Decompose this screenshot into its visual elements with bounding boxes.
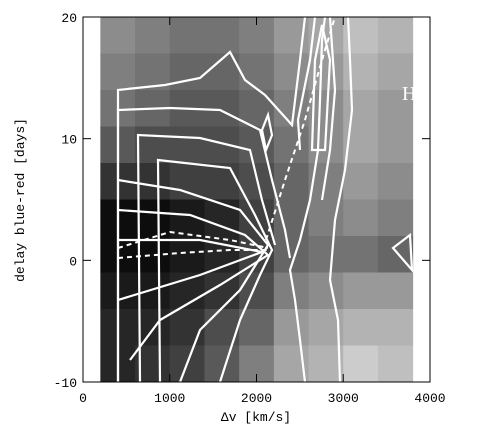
contour	[117, 178, 270, 383]
heatmap-cell	[169, 163, 205, 200]
x-tick-label: 2000	[241, 391, 272, 406]
heatmap-cell	[204, 126, 240, 164]
heatmap-cell	[308, 345, 344, 383]
heatmap-cell	[343, 199, 379, 237]
heatmap-cell	[377, 53, 414, 91]
contour	[116, 106, 292, 382]
heatmap-cell	[169, 309, 205, 346]
heatmap-cell	[343, 53, 379, 91]
heatmap-cell	[135, 199, 171, 237]
heatmap-cell	[100, 17, 136, 54]
y-tick-label: 10	[61, 133, 77, 148]
y-tick-label: 20	[61, 11, 77, 26]
heatmap-cell	[204, 17, 240, 54]
heatmap-cell	[273, 163, 310, 200]
x-tick-label: 4000	[414, 391, 445, 406]
heatmap-cell	[135, 272, 171, 310]
x-tick-label: 0	[79, 391, 87, 406]
heatmap-cell	[377, 236, 414, 273]
heatmap-cell	[343, 236, 379, 273]
heatmap-cell	[100, 53, 136, 91]
heatmap-cell	[377, 163, 414, 200]
heatmap-cell	[308, 236, 344, 273]
heatmap-cell	[169, 236, 205, 273]
heatmap	[100, 17, 414, 383]
heatmap-cell	[377, 199, 414, 237]
heatmap-cell	[343, 309, 379, 346]
heatmap-cell	[273, 309, 310, 346]
contour	[156, 158, 274, 383]
heatmap-cell	[377, 90, 414, 127]
heatmap-cell	[169, 126, 205, 164]
heatmap-cell	[239, 309, 275, 346]
heatmap-cell	[169, 17, 205, 54]
heatmap-cell	[343, 272, 379, 310]
heatmap-cell	[204, 90, 240, 127]
x-tick-label: 1000	[154, 391, 185, 406]
contour	[117, 238, 267, 302]
contour-dashed	[265, 16, 336, 241]
contour-dashed	[117, 249, 268, 259]
contour-dashed	[117, 230, 269, 249]
contour	[310, 24, 332, 152]
x-tick-label: 3000	[328, 391, 359, 406]
contour	[136, 133, 277, 383]
heatmap-cell	[343, 163, 379, 200]
heatmap-cell	[377, 126, 414, 164]
heatmap-cell	[343, 90, 379, 127]
contour	[260, 111, 274, 154]
heatmap-cell	[343, 345, 379, 383]
heatmap-cell	[169, 53, 205, 91]
heatmap-cell	[273, 53, 310, 91]
heatmap-cell	[135, 309, 171, 346]
contour	[116, 16, 307, 382]
heatmap-cell	[135, 126, 171, 164]
contour	[288, 16, 327, 383]
y-tick-label: 0	[69, 254, 77, 269]
y-tick-label: -10	[54, 376, 77, 391]
contour	[117, 208, 270, 361]
heatmap-cell	[273, 126, 310, 164]
heatmap-cell	[377, 272, 414, 310]
heatmap-cell	[377, 345, 414, 383]
heatmap-cell	[377, 17, 414, 54]
heatmap-cell	[239, 53, 275, 91]
heatmap-cell	[239, 272, 275, 310]
y-axis-label: delay blue-red [days]	[13, 118, 28, 282]
annotation: Hβ	[402, 83, 427, 105]
heatmap-cell	[308, 272, 344, 310]
x-axis-label: Δv [km/s]	[221, 410, 291, 425]
contours	[116, 16, 414, 383]
contour	[391, 232, 414, 274]
contour	[328, 16, 354, 383]
heatmap-cell	[377, 309, 414, 346]
heatmap-cell	[135, 163, 171, 200]
heatmap-cell	[135, 17, 171, 54]
heatmap-cell	[204, 163, 240, 200]
plot-frame	[82, 16, 431, 383]
